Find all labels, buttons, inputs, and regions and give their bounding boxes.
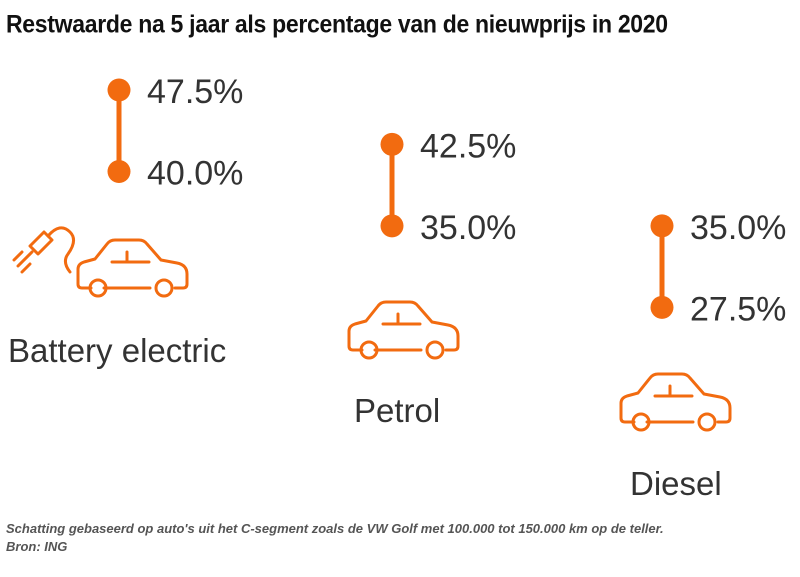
low-value-label: 40.0% xyxy=(147,155,243,193)
car-icon-body xyxy=(76,238,189,290)
high-dot xyxy=(380,132,404,156)
high-value-label: 47.5% xyxy=(147,73,243,111)
low-value-label: 35.0% xyxy=(420,209,516,247)
plug-prongs xyxy=(12,250,34,274)
high-value-label: 42.5% xyxy=(420,127,516,165)
plug-head xyxy=(28,230,54,256)
low-value-label: 27.5% xyxy=(690,290,786,328)
category-label: Battery electric xyxy=(8,332,226,369)
footnote-text: Schatting gebaseerd op auto's uit het C-… xyxy=(6,521,664,536)
car-icon-door xyxy=(653,384,694,398)
high-dot xyxy=(107,78,131,102)
car-icon-rear-wheel xyxy=(425,340,445,360)
car-icon xyxy=(347,300,460,360)
car-icon-front-wheel xyxy=(631,412,651,432)
low-dot xyxy=(380,214,404,238)
low-dot xyxy=(650,295,674,319)
car-icon-body xyxy=(347,300,460,352)
low-dot xyxy=(107,160,131,184)
chart-title: Restwaarde na 5 jaar als percentage van … xyxy=(6,10,668,39)
plug-cable xyxy=(46,226,75,274)
category-label: Petrol xyxy=(354,392,440,429)
plug-icon xyxy=(12,226,75,274)
car-icon xyxy=(76,238,189,298)
source-text: Bron: ING xyxy=(6,539,68,554)
car-icon-rear-wheel xyxy=(154,278,174,298)
car-icon xyxy=(619,372,732,432)
car-icon-front-wheel xyxy=(88,278,108,298)
high-dot xyxy=(650,214,674,238)
car-icon-door xyxy=(110,250,151,264)
footnote: Schatting gebaseerd op auto's uit het C-… xyxy=(6,520,796,556)
high-value-label: 35.0% xyxy=(690,209,786,247)
car-icon-body xyxy=(619,372,732,424)
category-label: Diesel xyxy=(630,465,722,502)
car-icon-rear-wheel xyxy=(697,412,717,432)
car-icon-door xyxy=(381,312,422,326)
car-icon-front-wheel xyxy=(359,340,379,360)
